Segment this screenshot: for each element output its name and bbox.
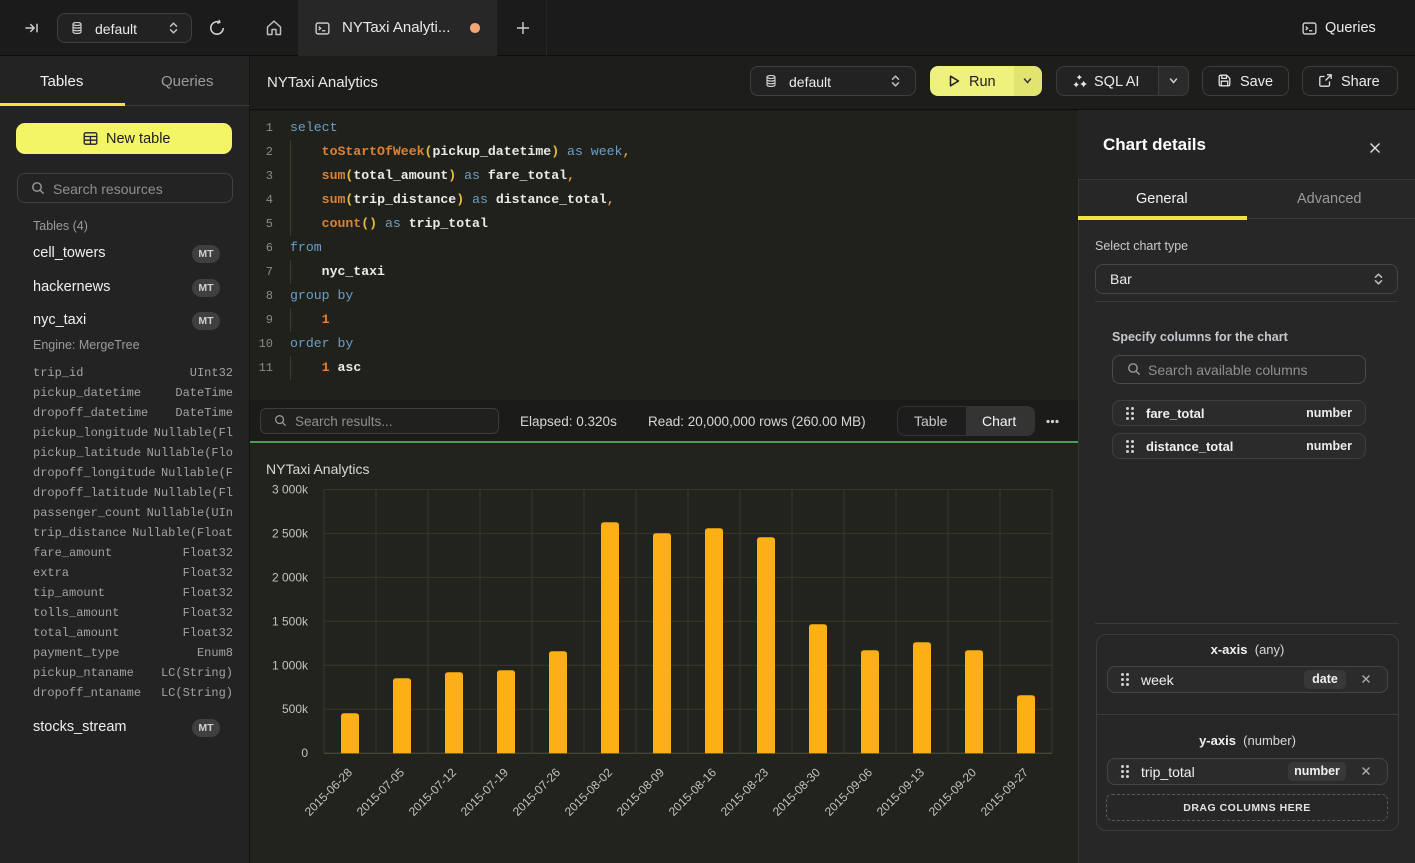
svg-text:1 000k: 1 000k [272, 658, 309, 672]
svg-text:2015-07-26: 2015-07-26 [510, 765, 564, 819]
svg-text:2015-08-23: 2015-08-23 [718, 765, 772, 819]
svg-text:2 500k: 2 500k [272, 526, 309, 540]
svg-text:3 000k: 3 000k [272, 483, 309, 497]
svg-text:2015-08-30: 2015-08-30 [770, 765, 824, 819]
svg-text:2015-06-28: 2015-06-28 [302, 765, 356, 819]
svg-text:2015-08-16: 2015-08-16 [666, 765, 720, 819]
svg-text:500k: 500k [282, 702, 309, 716]
svg-text:2015-09-06: 2015-09-06 [822, 765, 876, 819]
svg-text:2015-07-12: 2015-07-12 [406, 765, 460, 819]
svg-text:2015-09-20: 2015-09-20 [926, 765, 980, 819]
svg-text:0: 0 [301, 746, 308, 760]
svg-text:2015-09-13: 2015-09-13 [874, 765, 928, 819]
svg-text:2015-07-19: 2015-07-19 [458, 765, 512, 819]
svg-text:2015-07-05: 2015-07-05 [354, 765, 408, 819]
svg-text:2015-08-09: 2015-08-09 [614, 765, 668, 819]
svg-text:NYTaxi Analytics: NYTaxi Analytics [266, 461, 369, 477]
svg-text:2015-09-27: 2015-09-27 [978, 765, 1032, 819]
svg-text:2 000k: 2 000k [272, 570, 309, 584]
svg-text:1 500k: 1 500k [272, 614, 309, 628]
svg-text:2015-08-02: 2015-08-02 [562, 765, 616, 819]
